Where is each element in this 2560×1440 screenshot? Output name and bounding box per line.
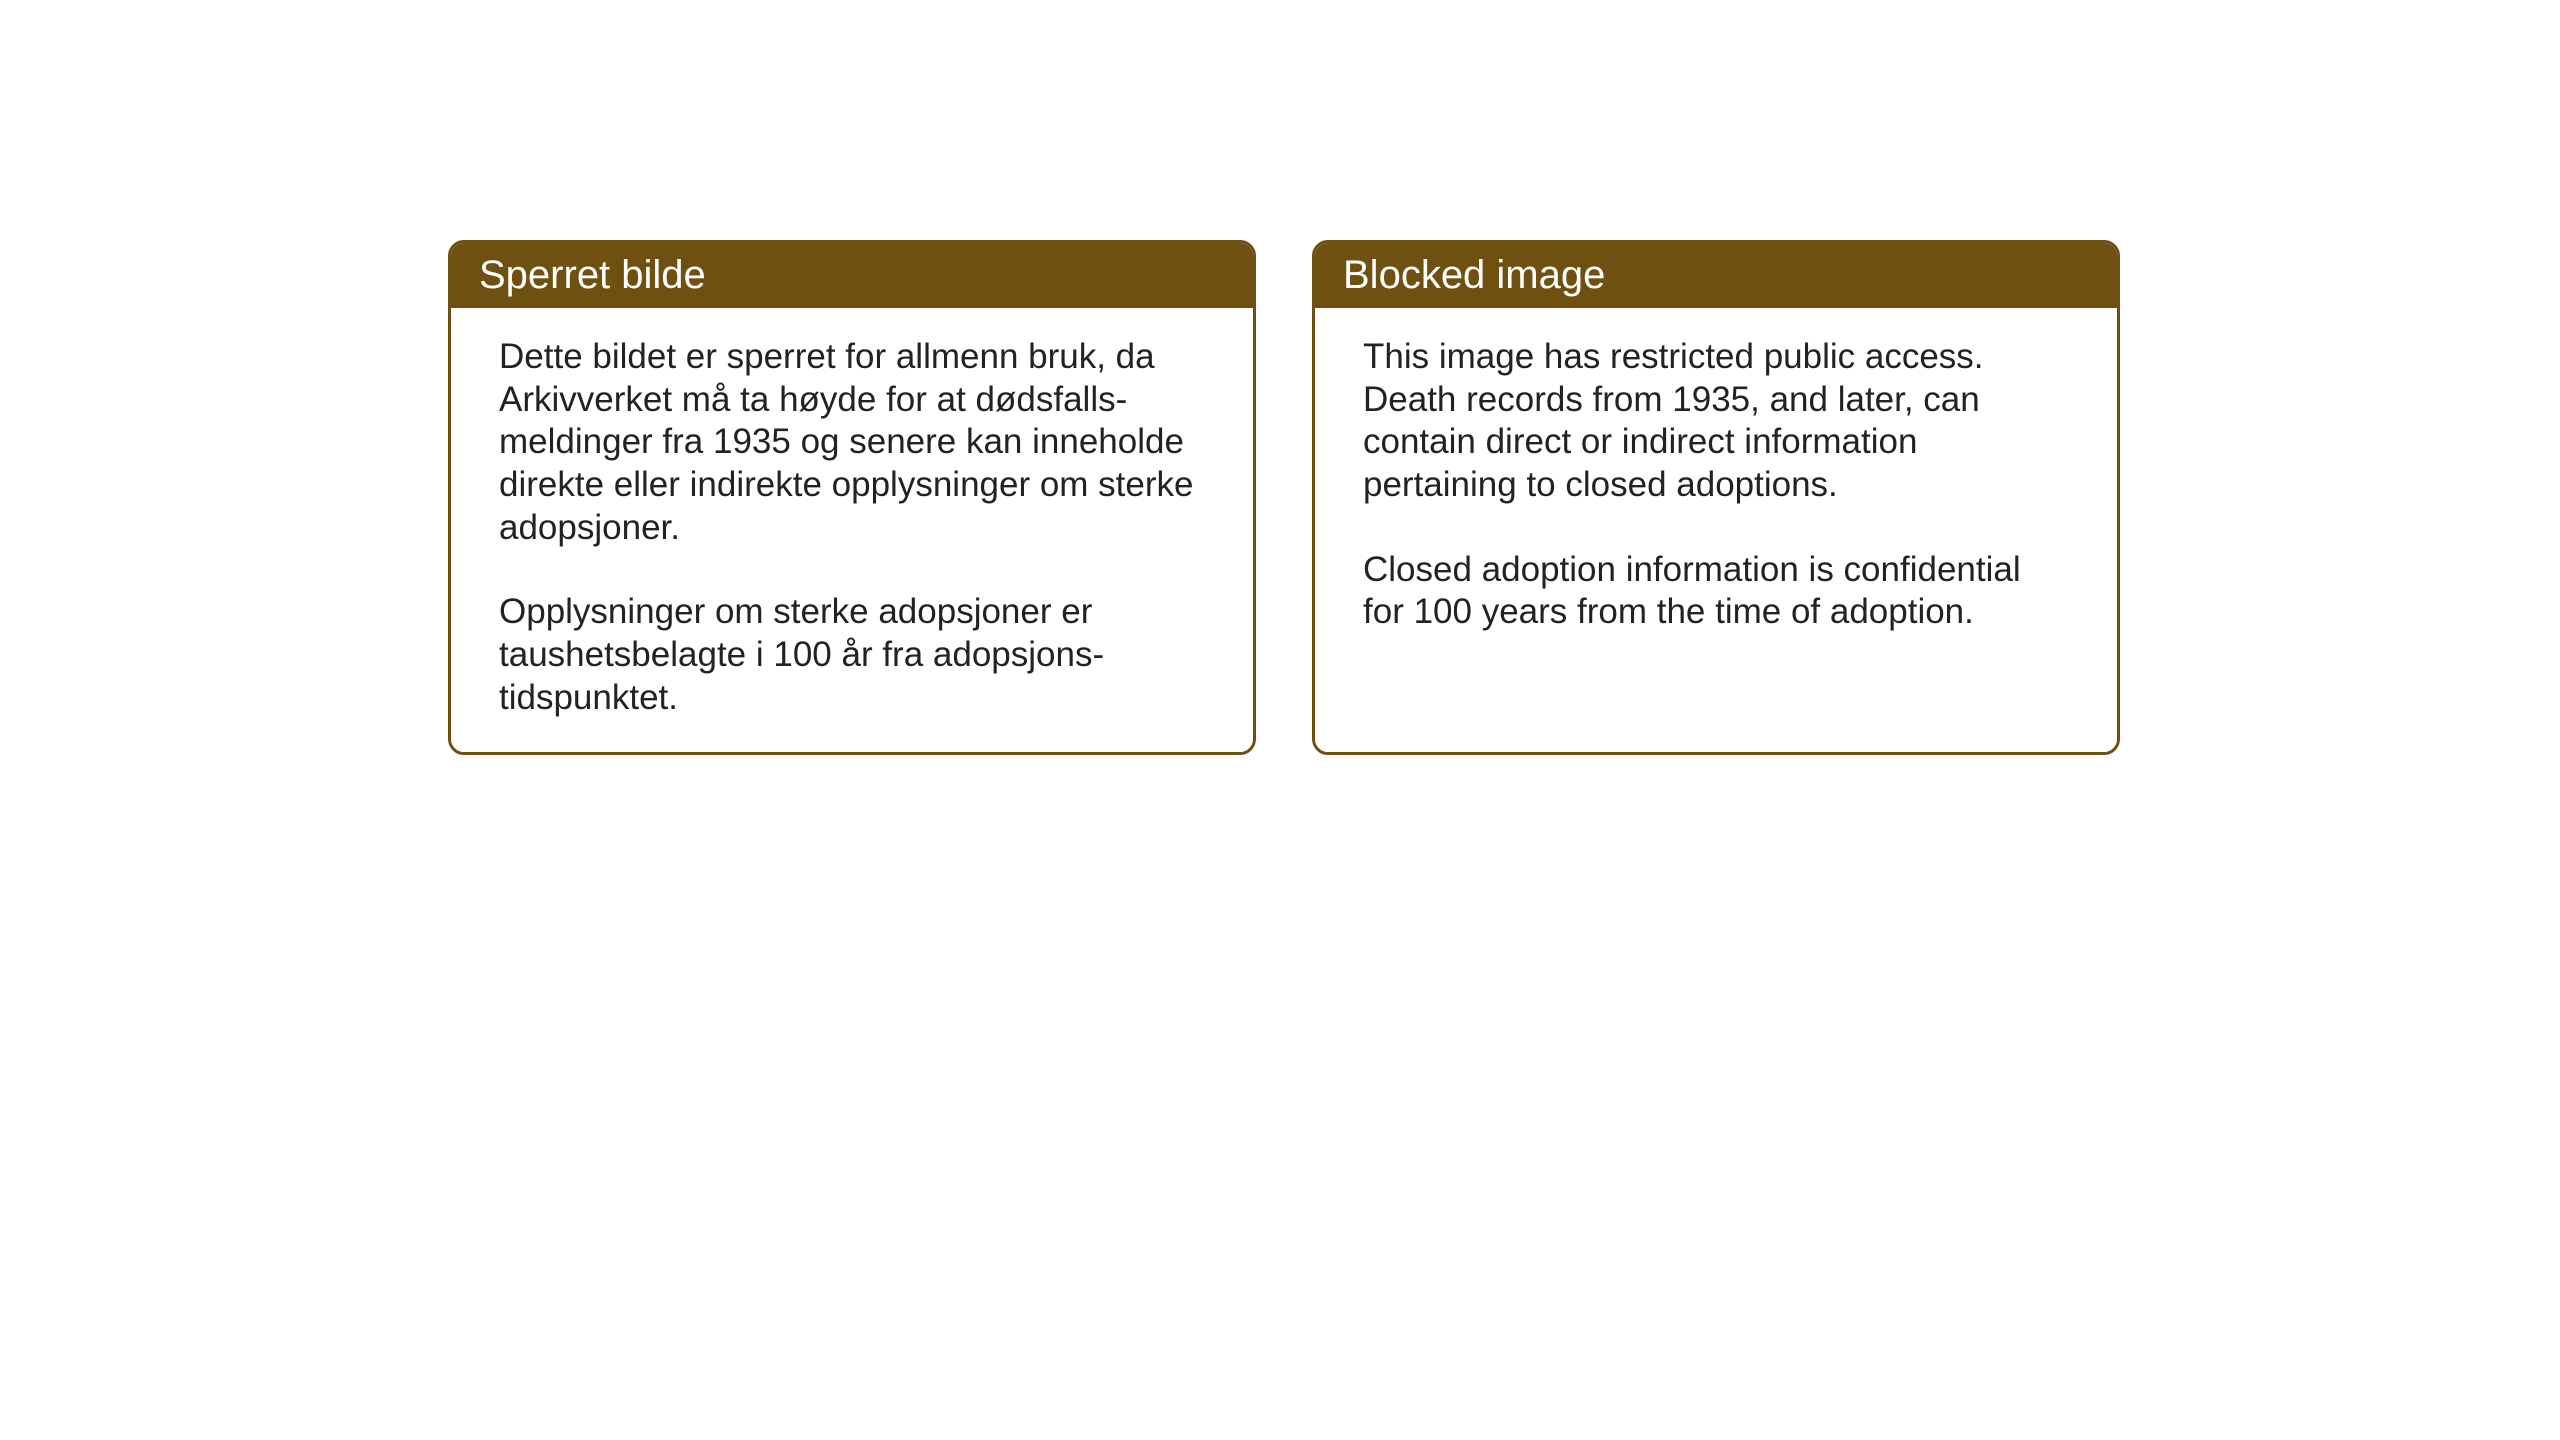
notice-body-english: This image has restricted public access.… xyxy=(1315,308,2117,736)
notice-paragraph-1-english: This image has restricted public access.… xyxy=(1363,336,2069,507)
notice-header-english: Blocked image xyxy=(1315,243,2117,308)
notice-box-norwegian: Sperret bilde Dette bildet er sperret fo… xyxy=(448,240,1256,755)
notice-paragraph-2-norwegian: Opplysninger om sterke adopsjoner er tau… xyxy=(499,591,1205,719)
notice-body-norwegian: Dette bildet er sperret for allmenn bruk… xyxy=(451,308,1253,752)
notice-header-norwegian: Sperret bilde xyxy=(451,243,1253,308)
notice-box-english: Blocked image This image has restricted … xyxy=(1312,240,2120,755)
notice-paragraph-2-english: Closed adoption information is confident… xyxy=(1363,549,2069,634)
notice-title-english: Blocked image xyxy=(1343,253,1605,297)
notice-title-norwegian: Sperret bilde xyxy=(479,253,706,297)
notice-container: Sperret bilde Dette bildet er sperret fo… xyxy=(448,240,2120,755)
notice-paragraph-1-norwegian: Dette bildet er sperret for allmenn bruk… xyxy=(499,336,1205,549)
